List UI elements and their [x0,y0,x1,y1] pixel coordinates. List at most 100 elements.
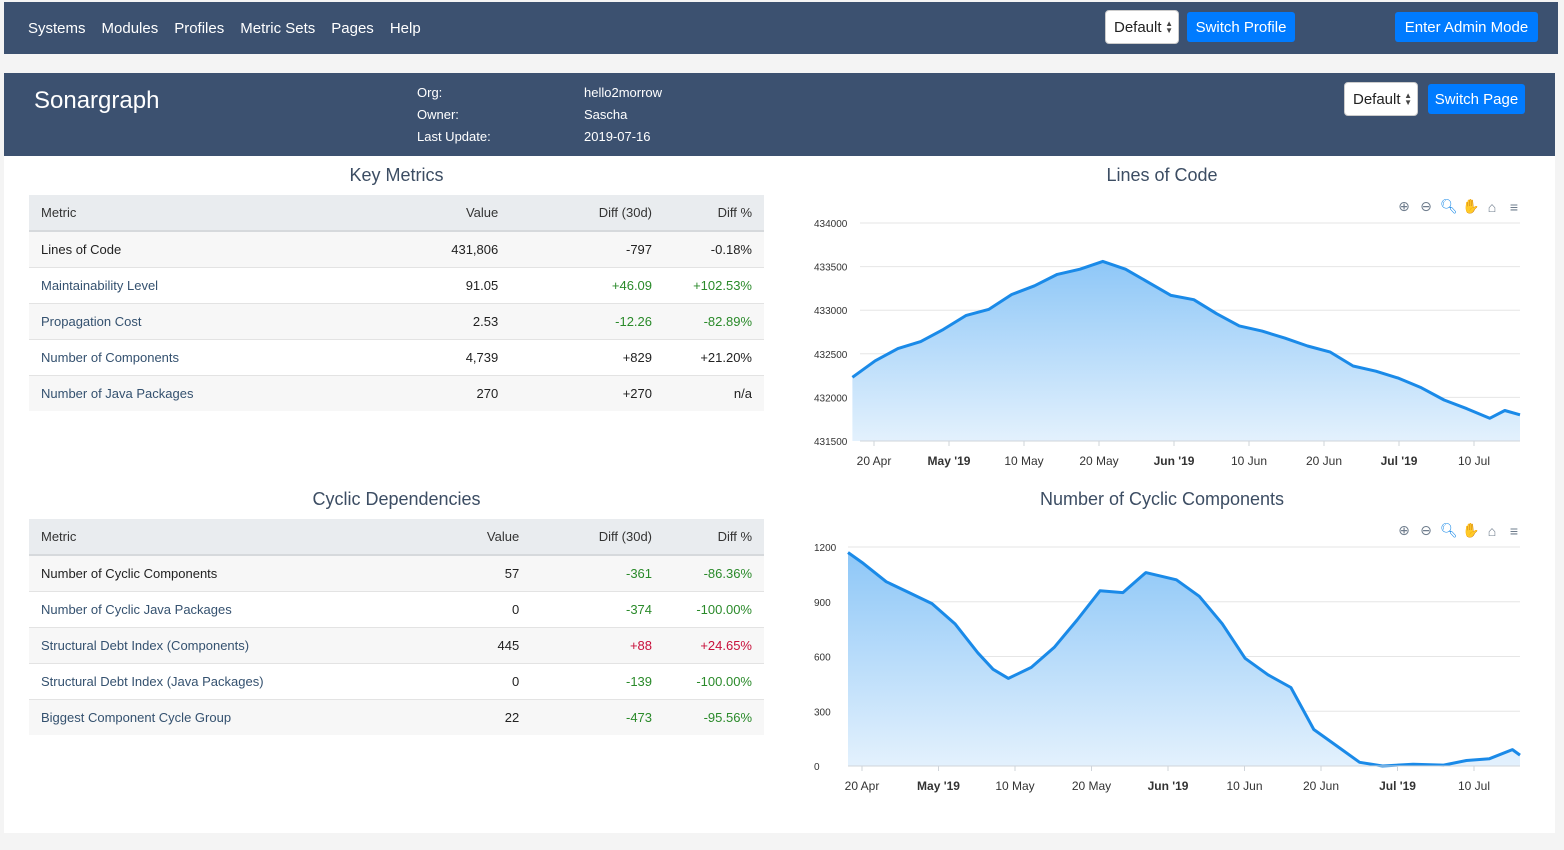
metric-diff-30d: +829 [510,338,665,375]
nav-modules[interactable]: Modules [101,19,159,37]
metric-name: Lines of Code [29,230,361,267]
y-tick-label: 0 [814,762,820,773]
zoom-out-icon[interactable]: ⊖ [1420,522,1432,538]
metric-diff-pct: -82.89% [664,302,764,339]
table-row: Structural Debt Index (Java Packages) 0 -1… [29,662,764,699]
nav-pages[interactable]: Pages [331,19,374,37]
y-tick-label: 434000 [814,219,848,230]
col-value: Value [378,519,532,556]
enter-admin-mode-button[interactable]: Enter Admin Mode [1395,12,1538,42]
series-area [848,552,1520,766]
metric-diff-30d: -361 [531,554,665,591]
metric-diff-pct: +24.65% [664,626,764,663]
y-tick-label: 600 [814,653,831,664]
magnifier-icon[interactable]: 🔍︎ [1440,522,1458,538]
home-icon[interactable]: ⌂ [1487,198,1497,215]
col-value: Value [360,195,511,232]
y-tick-label: 433500 [814,263,848,274]
nav-metric-sets[interactable]: Metric Sets [240,19,316,37]
table-row: Biggest Component Cycle Group 22 -473 -95.5… [29,698,764,735]
cyclic-dependencies-title: Cyclic Dependencies [312,489,481,509]
magnifier-icon[interactable]: 🔍︎ [1440,198,1458,214]
col-diff-pct: Diff % [664,519,764,556]
profile-select[interactable]: Default ▲ ▼ [1105,10,1179,44]
y-tick-label: 1200 [814,543,837,554]
owner-value: Sascha [584,107,628,122]
last-update-value: 2019-07-16 [584,129,651,144]
metric-name[interactable]: Propagation Cost [29,302,361,339]
metric-value: 4,739 [360,338,511,375]
metric-diff-pct: -95.56% [664,698,764,735]
cyclic-chart-toolbar: ⊕ ⊖ 🔍︎ ✋ ⌂ ≡ [1396,522,1522,539]
y-tick-label: 900 [814,598,831,609]
x-tick-label: 20 Jun [1303,779,1339,793]
cyclic-components-chart[interactable]: 1200 900 600 300 0 20 Apr May '19 10 May 20 May J… [794,537,1534,799]
profile-select-value: Default [1114,18,1162,36]
switch-page-button[interactable]: Switch Page [1428,84,1525,114]
table-row: Number of Cyclic Components 57 -361 -86.36% [29,554,764,591]
metric-value: 2.53 [360,302,511,339]
col-metric: Metric [29,519,379,556]
metric-value: 91.05 [360,266,511,303]
x-tick-label: 10 May [1004,454,1043,468]
table-row: Maintainability Level 91.05 +46.09 +102.53% [29,266,764,303]
col-diff-pct: Diff % [664,195,764,232]
table-row: Structural Debt Index (Components) 445 +88… [29,626,764,663]
key-metrics-table: Metric Value Diff (30d) Diff % Lines of … [29,195,764,411]
key-metrics-title: Key Metrics [349,165,444,185]
zoom-in-icon[interactable]: ⊕ [1398,522,1410,538]
system-banner: Sonargraph Org: hello2morrow Owner: Sasc… [4,73,1555,156]
metric-name[interactable]: Number of Cyclic Java Packages [29,590,379,627]
metric-name[interactable]: Structural Debt Index (Java Packages) [29,662,379,699]
metric-diff-pct: +102.53% [664,266,764,303]
zoom-out-icon[interactable]: ⊖ [1420,198,1432,214]
metric-value: 57 [378,554,532,591]
x-tick-label: 20 Apr [845,779,880,793]
x-tick-label: 20 May [1079,454,1118,468]
nav-help[interactable]: Help [389,19,421,37]
metric-value: 431,806 [360,230,511,267]
x-tick-label: May '19 [928,454,971,468]
table-row: Number of Cyclic Java Packages 0 -374 -100.… [29,590,764,627]
x-tick-label: Jul '19 [1379,779,1416,793]
nav-systems[interactable]: Systems [28,19,86,37]
nav-menu: Systems Modules Profiles Metric Sets Pag… [28,2,437,54]
metric-diff-30d: -12.26 [510,302,665,339]
metric-value: 270 [360,374,511,411]
metric-diff-pct: -100.00% [664,590,764,627]
x-tick-label: 20 Jun [1306,454,1342,468]
metric-value: 22 [378,698,532,735]
x-tick-label: 10 Jun [1226,779,1262,793]
page-select-value: Default [1353,90,1401,108]
metric-diff-30d: +88 [531,626,665,663]
metric-diff-30d: -797 [510,230,665,267]
last-update-label: Last Update: [417,129,491,144]
select-arrows-icon: ▲ ▼ [1165,19,1173,35]
metric-diff-30d: -473 [531,698,665,735]
series-line [847,551,1521,768]
y-tick-label: 432000 [814,393,848,404]
hand-pan-icon[interactable]: ✋ [1462,198,1480,214]
menu-icon[interactable]: ≡ [1509,198,1519,215]
metric-name[interactable]: Maintainability Level [29,266,361,303]
metric-name[interactable]: Number of Components [29,338,361,375]
x-tick-label: Jun '19 [1154,454,1195,468]
metric-name[interactable]: Biggest Component Cycle Group [29,698,379,735]
metric-name: Number of Cyclic Components [29,554,379,591]
menu-icon[interactable]: ≡ [1509,522,1519,539]
table-header-row: Metric Value Diff (30d) Diff % [29,519,764,556]
col-metric: Metric [29,195,361,232]
switch-profile-button[interactable]: Switch Profile [1187,12,1295,42]
hand-pan-icon[interactable]: ✋ [1462,522,1480,538]
y-tick-label: 431500 [814,437,848,448]
home-icon[interactable]: ⌂ [1487,522,1497,539]
metric-name[interactable]: Structural Debt Index (Components) [29,626,379,663]
loc-chart[interactable]: 434000 433500 433000 432500 432000 431500 20 A… [794,213,1534,475]
zoom-in-icon[interactable]: ⊕ [1398,198,1410,214]
x-tick-label: 10 May [995,779,1034,793]
table-row: Lines of Code 431,806 -797 -0.18% [29,230,764,267]
page-select[interactable]: Default ▲ ▼ [1344,82,1418,116]
nav-profiles[interactable]: Profiles [174,19,225,37]
metric-name[interactable]: Number of Java Packages [29,374,361,411]
series-area [852,261,1520,441]
